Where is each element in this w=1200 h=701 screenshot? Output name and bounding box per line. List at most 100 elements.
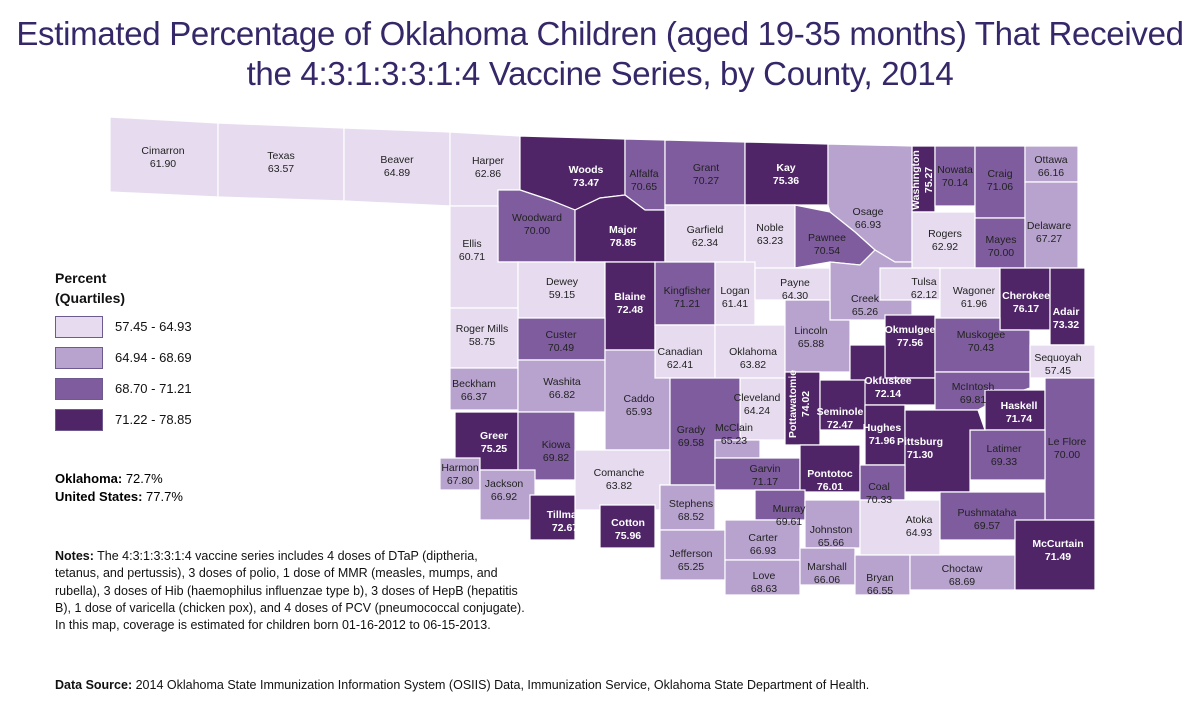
county-rogers bbox=[911, 211, 976, 269]
county-value-caddo: 65.93 bbox=[626, 406, 652, 418]
county-value-creek: 65.26 bbox=[852, 306, 878, 318]
county-value-cleveland: 64.24 bbox=[744, 405, 770, 417]
county-name-beaver: Beaver bbox=[380, 154, 414, 166]
county-value-ellis: 60.71 bbox=[459, 251, 485, 263]
legend-item-q3: 68.70 - 71.21 bbox=[55, 378, 255, 404]
county-value-grady: 69.58 bbox=[678, 437, 704, 449]
county-name-choctaw: Choctaw bbox=[942, 563, 983, 575]
map-title: Estimated Percentage of Oklahoma Childre… bbox=[0, 14, 1200, 94]
county-value-nowata: 70.14 bbox=[942, 177, 968, 189]
county-name-cotton: Cotton bbox=[611, 517, 645, 529]
legend-title-line-2: (Quartiles) bbox=[55, 290, 126, 306]
county-name-carter: Carter bbox=[748, 532, 778, 544]
county-value-alfalfa: 70.65 bbox=[631, 181, 657, 193]
county-value-washita: 66.82 bbox=[549, 389, 575, 401]
legend-swatch-q1 bbox=[55, 316, 103, 338]
county-value-tulsa: 62.12 bbox=[911, 289, 937, 301]
county-value-carter: 66.93 bbox=[750, 545, 776, 557]
legend-item-q4: 71.22 - 78.85 bbox=[55, 409, 255, 435]
county-value-okmulgee: 77.56 bbox=[897, 337, 923, 349]
legend-swatch-q3 bbox=[55, 378, 103, 400]
county-name-osage: Osage bbox=[853, 206, 884, 218]
county-name-craig: Craig bbox=[987, 168, 1012, 180]
county-value-pawnee: 70.54 bbox=[814, 245, 840, 257]
county-value-marshall: 66.06 bbox=[814, 574, 840, 586]
county-name-pittsburg: Pittsburg bbox=[897, 436, 943, 448]
county-value-adair: 73.32 bbox=[1053, 319, 1079, 331]
county-value-comanche: 63.82 bbox=[606, 480, 632, 492]
county-name-atoka: Atoka bbox=[906, 514, 933, 526]
county-name-grady: Grady bbox=[677, 424, 706, 436]
legend-swatch-q2 bbox=[55, 347, 103, 369]
county-name-bryan: Bryan bbox=[866, 572, 894, 584]
county-value-pontotoc: 76.01 bbox=[817, 481, 843, 493]
county-value-mayes: 70.00 bbox=[988, 247, 1014, 259]
county-name-mcclain: McClain bbox=[715, 422, 753, 434]
county-name-kay: Kay bbox=[776, 162, 795, 174]
county-value-logan: 61.41 bbox=[722, 298, 748, 310]
county-value-le-flore: 70.00 bbox=[1054, 449, 1080, 461]
legend-swatch-q4 bbox=[55, 409, 103, 431]
county-value-cimarron: 61.90 bbox=[150, 158, 176, 170]
county-value-hughes: 71.96 bbox=[869, 435, 895, 447]
county-name-latimer: Latimer bbox=[986, 443, 1022, 455]
county-value-jackson: 66.92 bbox=[491, 491, 517, 503]
us-rate-value: 77.7% bbox=[146, 489, 183, 504]
county-washita bbox=[517, 359, 606, 413]
county-value-texas: 63.57 bbox=[268, 163, 294, 175]
county-value-jefferson: 65.25 bbox=[678, 561, 704, 573]
county-name-wagoner: Wagoner bbox=[953, 285, 996, 297]
county-name-jefferson: Jefferson bbox=[670, 548, 713, 560]
county-mccurtain bbox=[1014, 519, 1096, 591]
county-name-pontotoc: Pontotoc bbox=[807, 468, 853, 480]
county-name-cherokee: Cherokee bbox=[1002, 290, 1050, 302]
state-summary: Oklahoma: 72.7% United States: 77.7% bbox=[55, 470, 183, 506]
county-name-nowata: Nowata bbox=[937, 164, 973, 176]
county-value-murray: 69.61 bbox=[776, 516, 802, 528]
county-name-caddo: Caddo bbox=[624, 393, 655, 405]
data-source-label: Data Source: bbox=[55, 678, 133, 692]
county-value-woods: 73.47 bbox=[573, 177, 599, 189]
county-value-kingfisher: 71.21 bbox=[674, 298, 700, 310]
legend-label-q2: 64.94 - 68.69 bbox=[115, 350, 192, 365]
county-name-dewey: Dewey bbox=[546, 276, 579, 288]
data-source: Data Source: 2014 Oklahoma State Immuniz… bbox=[55, 678, 1155, 692]
county-name-sequoyah: Sequoyah bbox=[1034, 352, 1081, 364]
county-value-ottawa: 66.16 bbox=[1038, 167, 1064, 179]
map-title-line-2: the 4:3:1:3:3:1:4 Vaccine Series, by Cou… bbox=[246, 55, 954, 92]
county-nowata bbox=[934, 145, 976, 207]
county-name-woods: Woods bbox=[569, 164, 604, 176]
county-value-custer: 70.49 bbox=[548, 342, 574, 354]
county-name-pottawatomie: Pottawatomie bbox=[787, 370, 799, 438]
county-love bbox=[724, 559, 801, 596]
county-name-jackson: Jackson bbox=[485, 478, 524, 490]
oklahoma-rate-value: 72.7% bbox=[125, 471, 163, 486]
notes: Notes: The 4:3:1:3:3:1:4 vaccine series … bbox=[55, 548, 525, 634]
county-value-pittsburg: 71.30 bbox=[907, 449, 933, 461]
county-value-blaine: 72.48 bbox=[617, 304, 643, 316]
county-value-payne: 64.30 bbox=[782, 290, 808, 302]
county-value-beckham: 66.37 bbox=[461, 391, 487, 403]
county-name-stephens: Stephens bbox=[669, 498, 713, 510]
county-name-beckham: Beckham bbox=[452, 378, 496, 390]
county-name-creek: Creek bbox=[851, 293, 880, 305]
county-name-garvin: Garvin bbox=[750, 463, 781, 475]
county-value-garvin: 71.17 bbox=[752, 476, 778, 488]
county-name-hughes: Hughes bbox=[863, 422, 902, 434]
county-value-noble: 63.23 bbox=[757, 235, 783, 247]
county-value-seminole: 72.47 bbox=[827, 419, 853, 431]
county-value-major: 78.85 bbox=[610, 237, 636, 249]
county-value-coal: 70.33 bbox=[866, 494, 892, 506]
county-value-oklahoma: 63.82 bbox=[740, 359, 766, 371]
county-name-cleveland: Cleveland bbox=[734, 392, 781, 404]
county-value-cotton: 75.96 bbox=[615, 530, 641, 542]
county-name-mccurtain: McCurtain bbox=[1032, 538, 1083, 550]
county-latimer bbox=[969, 429, 1046, 481]
county-name-lincoln: Lincoln bbox=[794, 325, 827, 337]
county-value-okfuskee: 72.14 bbox=[875, 388, 901, 400]
county-shapes bbox=[109, 116, 1096, 596]
oklahoma-rate-label: Oklahoma: bbox=[55, 471, 123, 486]
county-name-harper: Harper bbox=[472, 155, 505, 167]
